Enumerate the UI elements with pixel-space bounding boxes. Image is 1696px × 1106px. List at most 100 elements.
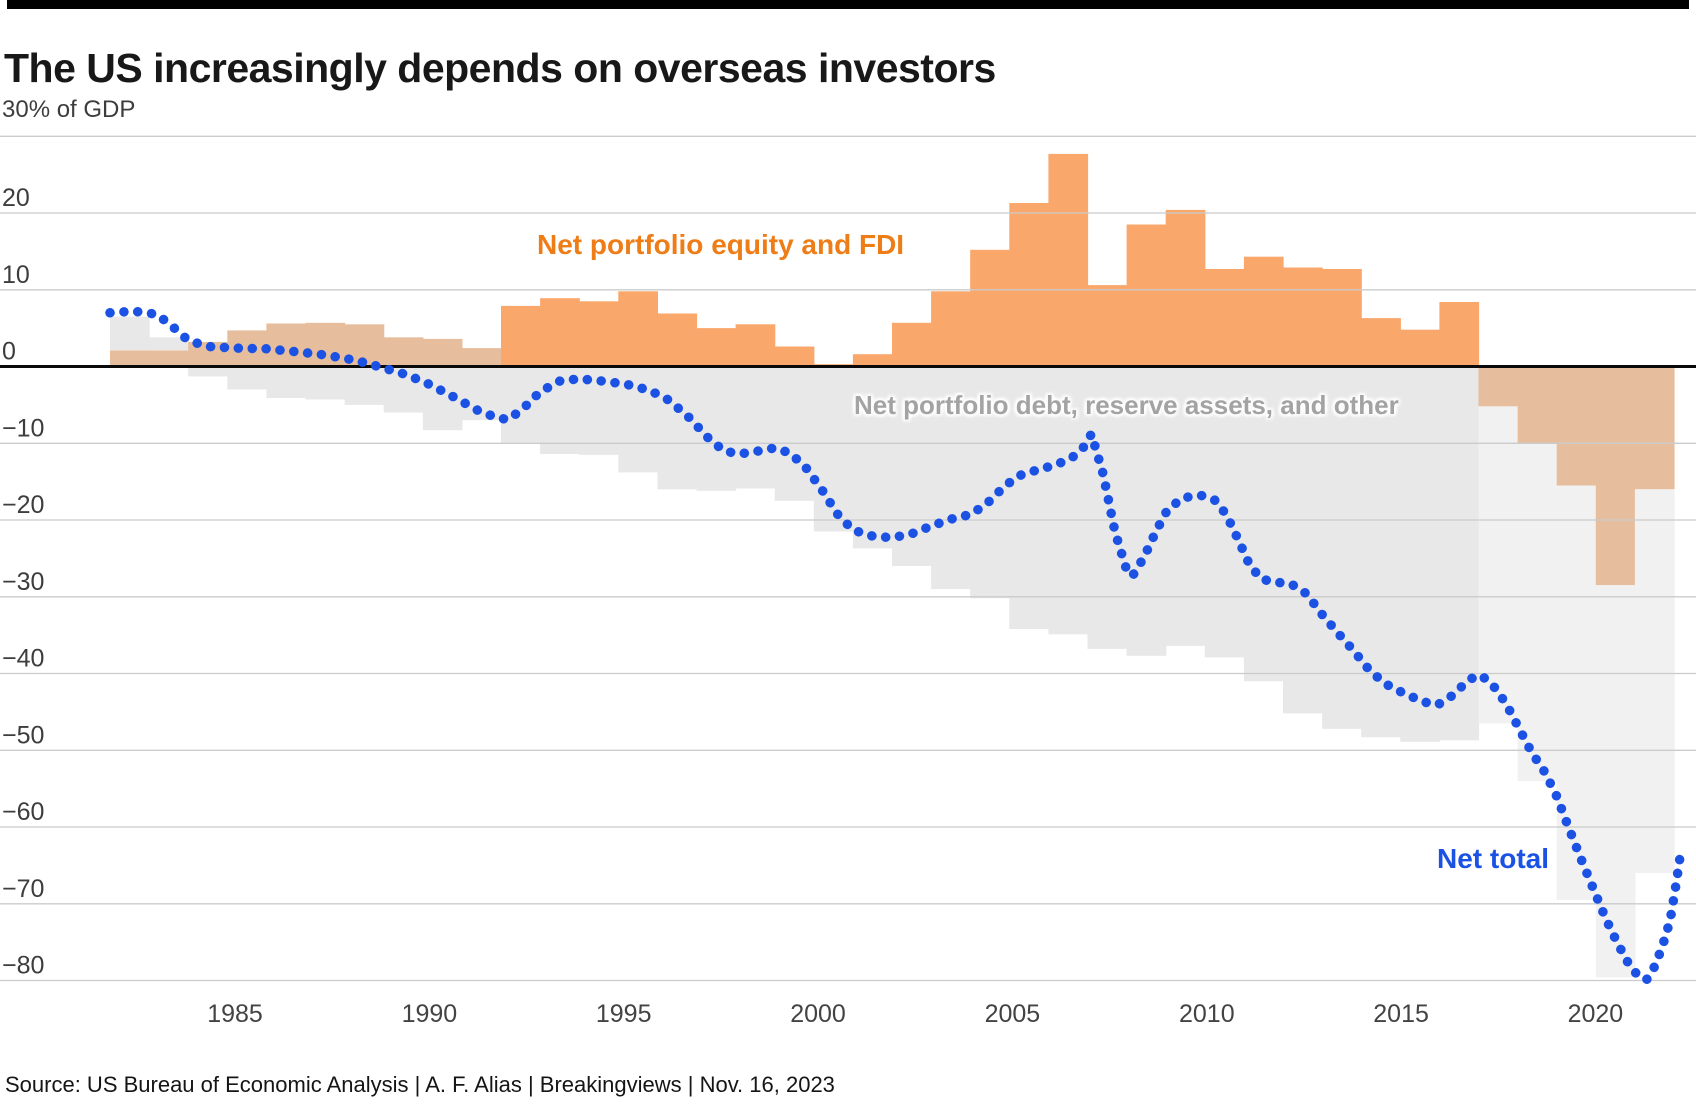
gridlines-layer <box>0 135 1696 982</box>
x-tick-label: 2015 <box>1373 1000 1429 1028</box>
x-tick-label: 1995 <box>596 1000 652 1028</box>
bar-segment <box>227 330 267 367</box>
bar-segment <box>696 366 737 491</box>
bar-segment <box>501 366 541 443</box>
bar-segment <box>461 348 502 367</box>
bar-segment <box>149 337 189 351</box>
bar-segment <box>344 366 385 405</box>
bar-segment <box>1087 366 1128 649</box>
bar-segment <box>1009 366 1049 629</box>
bar-segment <box>266 366 307 398</box>
net-total-dotted-line <box>105 306 1685 985</box>
bar-segment <box>735 366 776 489</box>
bar-segment <box>813 366 854 532</box>
bar-segment <box>1556 366 1597 486</box>
bar-segment <box>1283 267 1323 367</box>
y-tick-label: −60 <box>2 798 44 826</box>
y-tick-label: 0 <box>2 338 16 366</box>
bar-segment <box>852 366 893 549</box>
bar-segment <box>696 328 737 367</box>
x-tick-label: 2005 <box>985 1000 1041 1028</box>
bar-segment <box>1634 489 1675 873</box>
bar-segment <box>970 249 1010 367</box>
bar-segment <box>1517 366 1558 444</box>
series-label-debt-reserves: Net portfolio debt, reserve assets, and … <box>854 390 1399 420</box>
axis-unit-label: 30% of GDP <box>2 96 136 123</box>
bar-segment <box>1478 406 1519 724</box>
bar-segment <box>1204 269 1245 367</box>
x-tick-label: 2020 <box>1568 1000 1624 1028</box>
y-tick-label: 20 <box>2 184 30 212</box>
bar-segment <box>618 366 658 473</box>
y-tick-label: −20 <box>2 491 44 519</box>
bar-segment <box>1087 285 1128 367</box>
bar-segment <box>1439 302 1480 367</box>
bar-segment <box>1243 366 1284 682</box>
bar-segment <box>1361 366 1401 738</box>
bar-segment <box>461 366 502 421</box>
bar-segment <box>1478 366 1519 407</box>
top-rule <box>7 0 1689 9</box>
bar-segment <box>1595 585 1636 978</box>
y-tick-label: −30 <box>2 568 44 596</box>
bar-segment <box>1322 366 1362 729</box>
bar-segment <box>110 350 150 367</box>
y-tick-label: −70 <box>2 875 44 903</box>
bar-segment <box>149 350 189 367</box>
y-tick-label: −40 <box>2 645 44 673</box>
bar-segment <box>305 366 346 400</box>
bar-segment <box>1634 366 1675 490</box>
bar-segment <box>931 366 971 590</box>
series-label-net-total: Net total <box>1437 843 1549 874</box>
net-total-line-layer <box>105 306 1685 985</box>
source-line: Source: US Bureau of Economic Analysis |… <box>5 1072 835 1097</box>
bar-segment <box>774 346 815 367</box>
bar-segment <box>1361 318 1401 367</box>
bar-segment <box>1048 153 1089 367</box>
bar-segment <box>1283 366 1323 714</box>
bar-segment <box>305 322 346 367</box>
bar-segment <box>227 366 267 390</box>
x-tick-label: 1990 <box>402 1000 458 1028</box>
x-tick-label: 1985 <box>207 1000 263 1028</box>
bar-segment <box>1126 366 1167 656</box>
x-tick-label: 2000 <box>790 1000 846 1028</box>
bar-segment <box>852 354 893 367</box>
bar-segment <box>501 305 541 367</box>
bar-segment <box>383 337 424 367</box>
bar-segment <box>931 291 971 367</box>
bar-segment <box>657 366 698 490</box>
bar-segment <box>266 323 307 367</box>
bar-segment <box>1009 203 1049 367</box>
bar-segment <box>540 298 580 367</box>
bar-segment <box>422 338 463 367</box>
bar-segment <box>618 291 658 367</box>
bar-segment <box>1048 366 1089 635</box>
y-tick-label: −50 <box>2 721 44 749</box>
bars-layer <box>110 153 1675 978</box>
bar-segment <box>1322 269 1362 367</box>
bar-segment <box>657 313 698 367</box>
bar-segment <box>1165 209 1206 367</box>
bar-segment <box>188 366 228 377</box>
y-tick-label: −80 <box>2 952 44 980</box>
bar-segment <box>1243 256 1284 367</box>
y-tick-label: −10 <box>2 414 44 442</box>
bar-segment <box>1400 329 1440 367</box>
bar-segment <box>774 366 815 501</box>
bar-segment <box>1517 443 1558 781</box>
y-tick-label: 10 <box>2 261 30 289</box>
bar-segment <box>1556 485 1597 900</box>
bar-segment <box>735 324 776 367</box>
bar-segment <box>110 316 150 351</box>
bar-segment <box>892 322 932 367</box>
bar-segment <box>1595 366 1636 586</box>
bar-segment <box>1126 224 1167 367</box>
bar-segment <box>1400 366 1440 742</box>
bar-segment <box>579 301 619 367</box>
x-tick-label: 2010 <box>1179 1000 1235 1028</box>
